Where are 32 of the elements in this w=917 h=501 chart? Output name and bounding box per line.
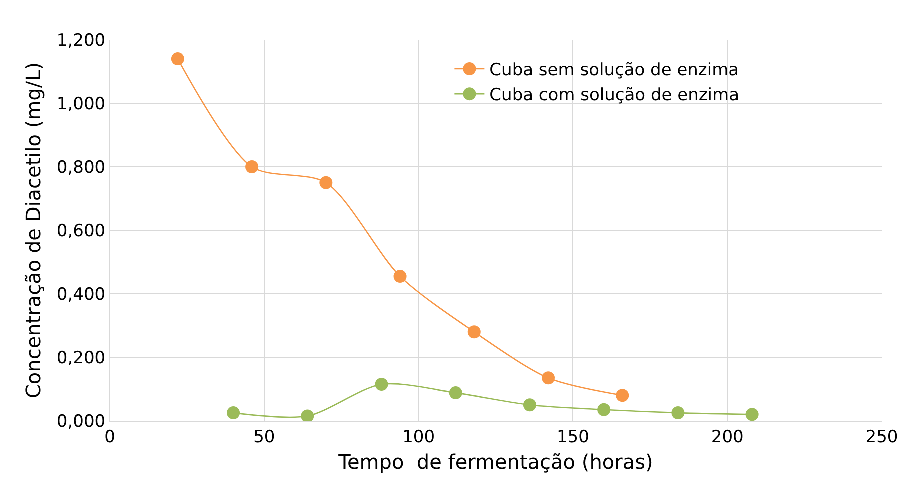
y-axis-title: Concentração de Diacetilo (mg/L)	[21, 62, 46, 399]
point	[468, 326, 481, 339]
x-tick-label: 250	[866, 427, 898, 448]
point	[320, 176, 333, 190]
point	[598, 403, 611, 416]
y-tick-label: 0,200	[56, 348, 106, 368]
legend-label: Cuba com solução de enzima	[490, 86, 740, 106]
point	[542, 372, 555, 385]
legend-label: Cuba sem solução de enzima	[490, 60, 740, 81]
point	[616, 389, 630, 402]
point	[171, 52, 184, 66]
point	[672, 406, 685, 420]
point	[394, 270, 407, 284]
y-tick-label: 1,000	[56, 94, 106, 114]
point	[746, 408, 759, 421]
x-axis-title: Tempo de fermentação (horas)	[338, 450, 654, 474]
x-tick-label: 50	[254, 427, 276, 448]
point	[523, 398, 536, 412]
point	[375, 378, 388, 391]
y-tick-label: 0,400	[56, 284, 106, 305]
x-tick-label: 100	[402, 427, 436, 448]
x-tick-label: 0	[104, 427, 116, 448]
x-tick-label: 150	[556, 427, 590, 448]
y-tick-label: 1,200	[56, 30, 106, 51]
y-tick-label: 0,600	[56, 221, 106, 242]
point	[449, 386, 462, 400]
point	[227, 406, 240, 420]
y-tick-label: 0,800	[56, 158, 106, 178]
y-tick-label: 0,000	[56, 412, 106, 432]
x-tick-label: 200	[711, 427, 744, 448]
point	[246, 160, 259, 174]
point	[301, 410, 314, 421]
